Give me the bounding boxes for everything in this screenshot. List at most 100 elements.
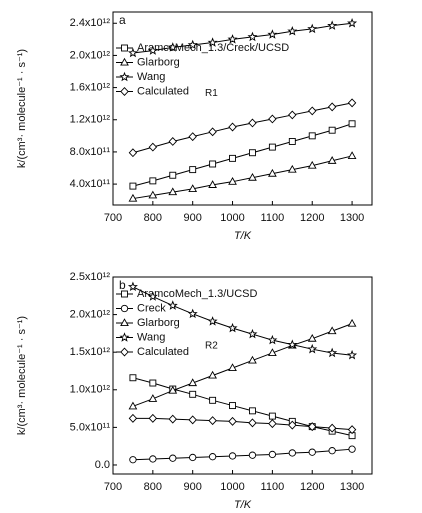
legend-label: Wang [137,71,165,83]
marker [348,120,356,128]
marker [248,172,257,181]
marker [188,378,198,387]
marker [327,423,337,433]
marker [288,110,297,120]
marker [347,349,358,360]
marker [189,390,197,398]
legend-label: Glarborg [137,56,180,68]
marker [247,328,258,339]
annotation: R1 [205,88,218,99]
marker [288,449,296,457]
legend-marker [120,57,129,66]
marker [207,316,218,326]
series-line [132,123,353,187]
marker [148,142,158,152]
x-axis-label: T/K [234,499,252,511]
y-tick-label: 0.0 [95,459,110,471]
marker [228,416,237,426]
marker [189,166,197,174]
marker [128,193,138,202]
marker [169,171,177,179]
marker [249,407,256,415]
marker [268,143,276,151]
marker [169,454,177,462]
marker [148,190,158,199]
series-line [132,102,353,154]
marker [148,394,158,402]
marker [347,318,357,327]
y-tick-label: 4.0x10¹¹ [70,178,111,190]
marker [248,355,257,364]
marker [147,291,158,301]
marker [208,453,217,461]
marker [327,347,338,358]
marker [128,148,138,158]
marker [347,425,357,435]
y-tick-label: 1.2x10¹² [70,114,111,126]
marker [268,419,277,429]
marker [208,416,217,426]
legend-label: Wang [137,331,165,343]
marker [267,29,278,39]
marker [149,177,157,185]
legend-label: AramcoMech_1.3/UCSD [137,288,257,300]
marker [307,343,318,354]
x-tick-label: 700 [104,212,122,224]
x-tick-label: 1100 [261,481,285,493]
marker [288,420,297,430]
x-tick-label: 1300 [340,481,364,493]
marker [167,300,178,310]
marker [228,452,237,460]
marker [327,156,337,164]
marker [129,182,137,190]
x-tick-label: 900 [184,481,202,493]
marker [168,187,178,196]
marker [248,118,257,128]
marker [147,45,158,55]
marker [168,137,177,146]
marker [268,450,277,459]
x-tick-label: 1200 [300,212,324,224]
x-tick-label: 700 [104,481,122,493]
x-axis-label: T/K [234,230,252,242]
y-tick-label: 2.4x10¹² [70,17,111,29]
panel-label: b [119,278,126,292]
panel-label: a [119,13,126,27]
marker [347,151,357,159]
marker [187,39,198,50]
marker [227,322,238,333]
x-tick-label: 800 [144,212,162,224]
marker [307,160,317,169]
x-tick-label: 1000 [220,481,244,493]
x-tick-label: 1000 [220,212,244,224]
marker [207,37,218,47]
plot-frame [112,276,373,475]
marker [127,281,138,292]
series-line [132,155,353,200]
marker [248,451,257,459]
plot-frame [112,11,373,206]
marker [308,132,316,140]
marker [187,308,198,319]
series-line [132,448,353,461]
series-line [132,323,353,407]
y-tick-label: 5.0x10¹¹ [70,421,111,433]
y-tick-label: 8.0x10¹¹ [70,146,111,158]
marker [307,333,317,342]
marker [308,422,317,432]
legend-marker [119,332,130,342]
y-tick-label: 1.6x10¹² [70,81,111,93]
marker [167,42,178,52]
marker [208,127,217,137]
y-tick-label: 2.5x10¹² [70,271,111,283]
marker [268,348,277,356]
marker [209,160,217,168]
legend-marker [120,318,129,327]
marker [268,114,277,124]
marker [267,334,278,345]
marker [347,98,357,108]
y-tick-label: 2.0x10¹² [70,309,111,321]
legend-marker [121,290,128,298]
legend-label: Glarborg [137,317,180,329]
